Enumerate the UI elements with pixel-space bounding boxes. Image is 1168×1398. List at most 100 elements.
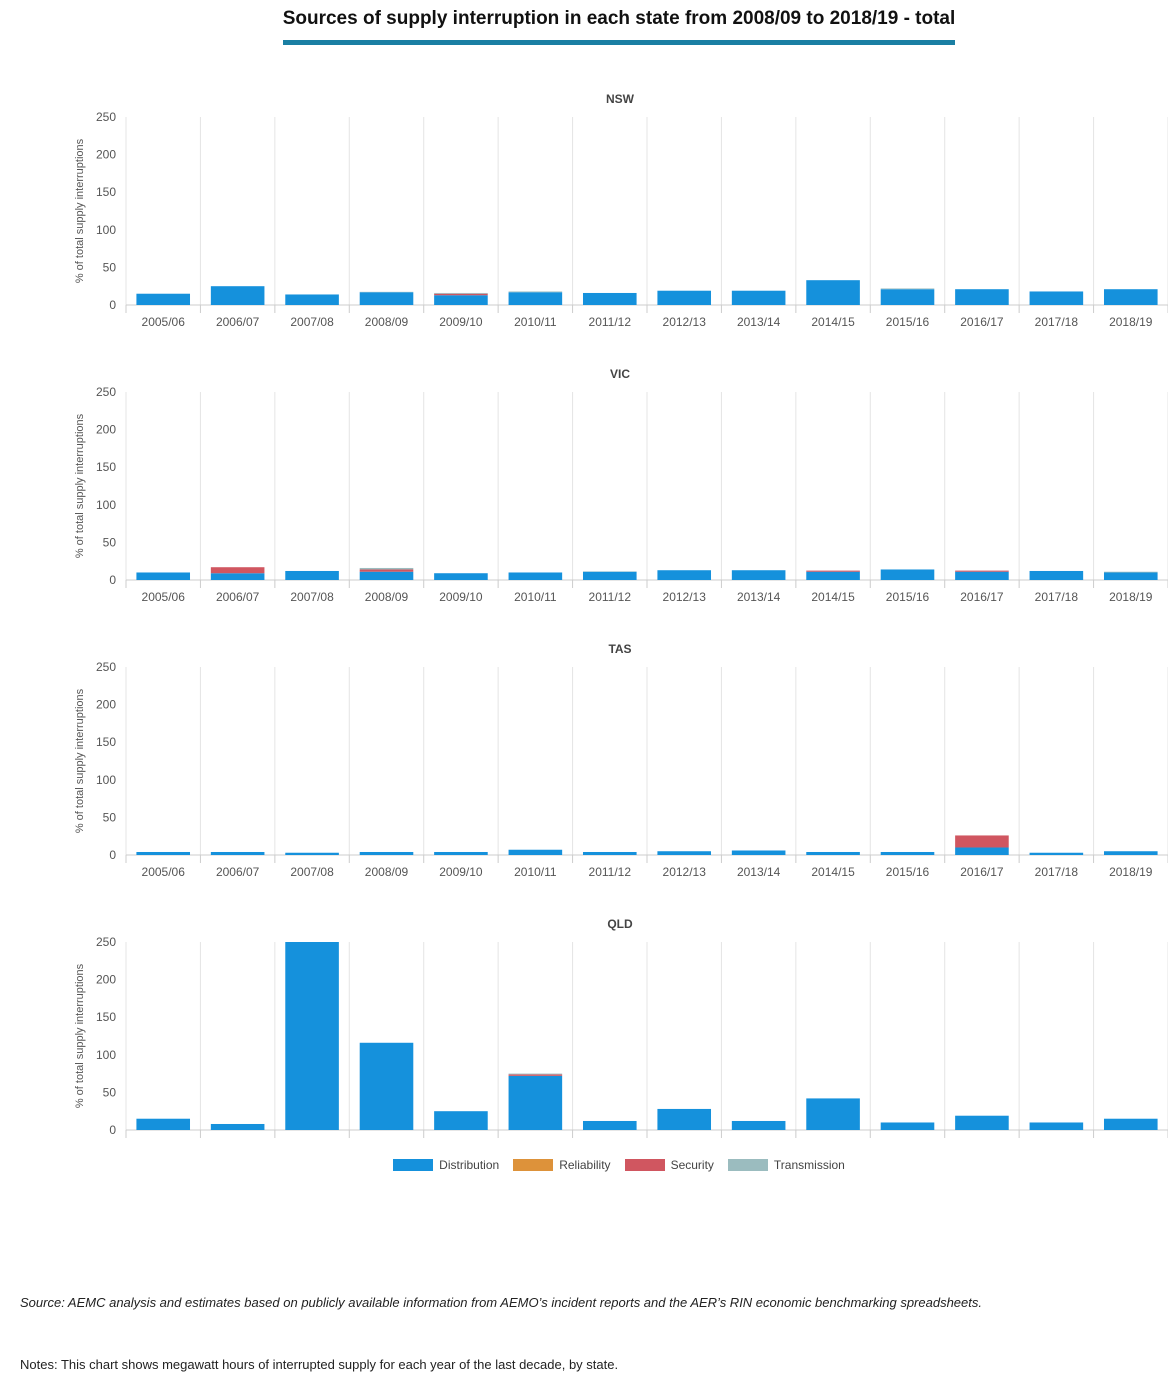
x-tick-label: 2012/13 bbox=[663, 315, 707, 329]
y-tick-label: 200 bbox=[96, 423, 116, 437]
legend-item-reliability[interactable]: Reliability bbox=[513, 1158, 611, 1172]
x-tick-label: 2014/15 bbox=[811, 590, 855, 604]
bar-distribution bbox=[657, 290, 712, 305]
panel-qld: QLD % of total supply interruptions 0 50 100… bbox=[74, 917, 1168, 1138]
bar-distribution bbox=[508, 572, 563, 580]
x-tick-label: 2005/06 bbox=[142, 590, 186, 604]
legend-label: Security bbox=[670, 1158, 714, 1172]
bar-transmission bbox=[1103, 571, 1158, 573]
bar-transmission bbox=[359, 567, 414, 570]
bar-distribution bbox=[582, 1120, 637, 1130]
bar-security bbox=[806, 570, 860, 572]
x-tick-label: 2008/09 bbox=[365, 865, 409, 879]
x-tick-label: 2008/09 bbox=[365, 590, 409, 604]
panel-nsw: NSW % of total supply interruptions 0 50 100… bbox=[74, 92, 1168, 329]
bar-distribution bbox=[136, 1118, 191, 1130]
x-tick-label: 2016/17 bbox=[960, 590, 1004, 604]
x-tick-label: 2006/07 bbox=[216, 315, 260, 329]
bar-distribution bbox=[285, 852, 339, 855]
x-tick-label: 2018/19 bbox=[1109, 590, 1153, 604]
legend-swatch bbox=[727, 1159, 768, 1171]
bar-security bbox=[210, 567, 265, 574]
bar-distribution bbox=[955, 571, 1009, 580]
x-tick-label: 2005/06 bbox=[142, 865, 186, 879]
y-axis-label: % of total supply interruptions bbox=[74, 963, 86, 1108]
legend-item-distribution[interactable]: Distribution bbox=[393, 1158, 499, 1172]
legend-swatch bbox=[513, 1159, 554, 1171]
x-tick-label: 2017/18 bbox=[1035, 315, 1079, 329]
bar-distribution bbox=[285, 570, 339, 580]
bar-distribution bbox=[285, 294, 339, 305]
x-tick-label: 2018/19 bbox=[1109, 315, 1153, 329]
x-tick-label: 2009/10 bbox=[439, 315, 483, 329]
x-tick-label: 2011/12 bbox=[589, 865, 632, 879]
panel-vic: VIC % of total supply interruptions 0 50 100… bbox=[74, 367, 1168, 604]
y-tick-label: 100 bbox=[96, 498, 116, 512]
panel-title: VIC bbox=[610, 367, 630, 381]
bar-distribution bbox=[1029, 1122, 1084, 1130]
y-tick-label: 250 bbox=[96, 660, 116, 674]
x-tick-label: 2015/16 bbox=[886, 590, 930, 604]
charts-svg: NSW % of total supply interruptions 0 50 100… bbox=[74, 92, 1168, 1138]
bar-distribution bbox=[806, 280, 860, 305]
bar-distribution bbox=[285, 942, 339, 1130]
y-axis-label: % of total supply interruptions bbox=[74, 413, 86, 558]
x-tick-label: 2010/11 bbox=[514, 315, 557, 329]
bar-distribution bbox=[1029, 291, 1084, 305]
bar-distribution bbox=[806, 851, 860, 855]
x-tick-label: 2015/16 bbox=[886, 865, 930, 879]
x-tick-label: 2014/15 bbox=[811, 315, 855, 329]
x-tick-label: 2013/14 bbox=[737, 590, 781, 604]
legend-label: Reliability bbox=[559, 1158, 611, 1172]
bar-distribution bbox=[210, 851, 265, 855]
bar-transmission bbox=[508, 1073, 563, 1075]
y-tick-label: 0 bbox=[109, 1123, 116, 1137]
bar-distribution bbox=[508, 849, 563, 855]
bar-distribution bbox=[359, 851, 414, 855]
y-tick-label: 100 bbox=[96, 773, 116, 787]
x-tick-label: 2005/06 bbox=[142, 315, 186, 329]
x-tick-label: 2016/17 bbox=[960, 865, 1004, 879]
bar-distribution bbox=[434, 573, 488, 580]
bar-transmission bbox=[434, 292, 488, 294]
bar-distribution bbox=[657, 851, 712, 855]
y-tick-label: 150 bbox=[96, 735, 116, 749]
panel-tas: TAS % of total supply interruptions 0 50 100… bbox=[74, 642, 1168, 879]
bar-distribution bbox=[210, 573, 265, 580]
bar-distribution bbox=[359, 571, 414, 580]
bar-distribution bbox=[1103, 289, 1158, 305]
bar-distribution bbox=[1103, 572, 1158, 580]
bar-security bbox=[955, 570, 1009, 572]
x-tick-label: 2009/10 bbox=[439, 590, 483, 604]
legend-item-security[interactable]: Security bbox=[624, 1158, 714, 1172]
bar-distribution bbox=[136, 851, 191, 855]
x-tick-label: 2011/12 bbox=[589, 590, 632, 604]
y-tick-label: 150 bbox=[96, 460, 116, 474]
legend: Distribution Reliability Security Transmiss… bbox=[0, 1158, 1168, 1172]
bar-distribution bbox=[359, 292, 414, 305]
bar-distribution bbox=[731, 290, 786, 305]
x-tick-label: 2014/15 bbox=[811, 865, 855, 879]
y-tick-label: 200 bbox=[96, 698, 116, 712]
bar-distribution bbox=[136, 293, 191, 305]
notes: Notes: This chart shows megawatt hours o… bbox=[20, 1357, 619, 1372]
x-tick-label: 2012/13 bbox=[663, 590, 707, 604]
bar-distribution bbox=[880, 289, 935, 305]
bar-distribution bbox=[880, 851, 935, 855]
x-tick-label: 2007/08 bbox=[290, 315, 334, 329]
chart-title: Sources of supply interruption in each s… bbox=[282, 8, 956, 45]
bar-security bbox=[508, 1074, 563, 1076]
source-note: Source: AEMC analysis and estimates base… bbox=[20, 1295, 982, 1310]
bar-distribution bbox=[210, 1123, 265, 1130]
x-tick-label: 2017/18 bbox=[1035, 865, 1079, 879]
legend-item-transmission[interactable]: Transmission bbox=[727, 1158, 845, 1172]
x-tick-label: 2010/11 bbox=[514, 590, 557, 604]
y-tick-label: 250 bbox=[96, 110, 116, 124]
x-tick-label: 2011/12 bbox=[589, 315, 632, 329]
bar-distribution bbox=[136, 572, 191, 580]
y-tick-label: 250 bbox=[96, 935, 116, 949]
y-tick-label: 50 bbox=[103, 1085, 117, 1099]
bar-transmission bbox=[880, 288, 935, 290]
y-tick-label: 50 bbox=[103, 260, 117, 274]
bar-distribution bbox=[1029, 852, 1084, 855]
